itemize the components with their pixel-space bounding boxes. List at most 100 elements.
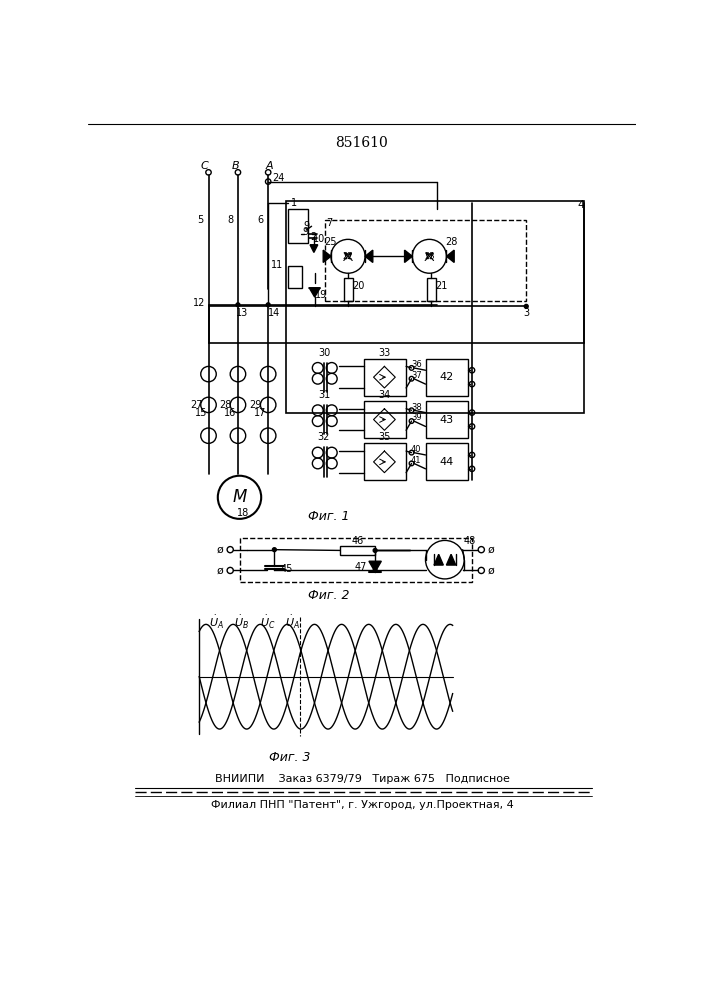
Text: 44: 44: [439, 457, 454, 467]
Text: 5: 5: [198, 215, 204, 225]
Bar: [288, 266, 301, 288]
Text: ВНИИПИ    Заказ 6379/79   Тираж 675   Подписное: ВНИИПИ Заказ 6379/79 Тираж 675 Подписное: [214, 774, 509, 784]
Text: A: A: [266, 161, 274, 171]
Polygon shape: [446, 554, 456, 565]
Bar: [325, 220, 526, 301]
Text: 35: 35: [378, 432, 390, 442]
Text: 22: 22: [343, 252, 354, 261]
Text: 10: 10: [313, 234, 325, 244]
Text: 15: 15: [194, 408, 207, 418]
Text: 9: 9: [304, 221, 310, 231]
Text: 1: 1: [291, 198, 298, 208]
Text: 33: 33: [378, 348, 390, 358]
Text: 48: 48: [464, 536, 476, 546]
Circle shape: [373, 569, 377, 572]
Text: 17: 17: [255, 408, 267, 418]
Text: $\dot{U}_A$: $\dot{U}_A$: [285, 614, 300, 631]
Text: 21: 21: [435, 281, 448, 291]
Text: Фиг. 2: Фиг. 2: [308, 589, 349, 602]
Text: 38: 38: [411, 403, 421, 412]
Bar: [426, 443, 468, 480]
Bar: [344, 278, 354, 301]
Bar: [426, 359, 468, 396]
Polygon shape: [309, 288, 320, 297]
Text: 31: 31: [318, 390, 330, 400]
Text: 34: 34: [378, 390, 390, 400]
Text: 24: 24: [272, 173, 284, 183]
Text: 6: 6: [257, 215, 264, 225]
Bar: [240, 538, 472, 582]
Circle shape: [218, 476, 261, 519]
Bar: [288, 209, 308, 243]
Text: 25: 25: [325, 237, 337, 247]
Text: M: M: [233, 488, 247, 506]
Text: 9: 9: [303, 227, 308, 237]
Text: 11: 11: [271, 260, 284, 270]
Bar: [363, 443, 406, 480]
Text: 27: 27: [189, 400, 202, 410]
Text: 45: 45: [281, 564, 293, 574]
Text: 13: 13: [235, 308, 248, 318]
Text: B: B: [232, 161, 240, 171]
Text: 36: 36: [411, 360, 421, 369]
Circle shape: [373, 549, 377, 552]
Circle shape: [267, 303, 270, 307]
Text: 16: 16: [224, 408, 236, 418]
Circle shape: [236, 303, 240, 307]
Text: Фиг. 1: Фиг. 1: [308, 510, 349, 523]
Text: 18: 18: [238, 508, 250, 518]
Text: 23: 23: [424, 252, 435, 261]
Text: 39: 39: [411, 413, 421, 422]
Text: 7: 7: [327, 218, 332, 228]
Text: 37: 37: [411, 371, 421, 380]
Polygon shape: [323, 250, 331, 262]
Text: ø: ø: [217, 565, 223, 575]
Polygon shape: [365, 250, 373, 262]
Text: 46: 46: [351, 536, 363, 546]
Bar: [286, 201, 585, 413]
Text: ø: ø: [488, 565, 495, 575]
Circle shape: [426, 540, 464, 579]
Bar: [426, 401, 468, 438]
Text: Филиал ПНП "Патент", г. Ужгород, ул.Проектная, 4: Филиал ПНП "Патент", г. Ужгород, ул.Прое…: [211, 800, 513, 810]
Bar: [363, 401, 406, 438]
Text: 43: 43: [439, 415, 453, 425]
Text: 2: 2: [310, 232, 316, 242]
Text: 32: 32: [317, 432, 330, 442]
Polygon shape: [310, 245, 317, 252]
Bar: [427, 278, 436, 301]
Polygon shape: [369, 561, 381, 572]
Text: 14: 14: [268, 308, 281, 318]
Text: 29: 29: [250, 400, 262, 410]
Text: 28: 28: [219, 400, 232, 410]
Text: $\dot{U}_B$: $\dot{U}_B$: [234, 614, 250, 631]
Text: C: C: [201, 161, 209, 171]
Text: 20: 20: [352, 281, 364, 291]
Circle shape: [525, 304, 528, 308]
Text: 28: 28: [445, 237, 457, 247]
Text: 4: 4: [577, 200, 584, 210]
Circle shape: [272, 548, 276, 552]
Text: 3: 3: [523, 308, 530, 318]
Polygon shape: [446, 250, 454, 262]
Text: ø: ø: [488, 545, 495, 555]
Text: 30: 30: [318, 348, 330, 358]
Text: 47: 47: [355, 562, 368, 572]
Circle shape: [331, 239, 365, 273]
Text: 8: 8: [227, 215, 233, 225]
Text: ø: ø: [217, 545, 223, 555]
Text: $\dot{U}_A$: $\dot{U}_A$: [209, 614, 223, 631]
Polygon shape: [404, 250, 412, 262]
Text: 42: 42: [439, 372, 454, 382]
Text: Фиг. 3: Фиг. 3: [269, 751, 310, 764]
Text: 40: 40: [411, 445, 421, 454]
Bar: [363, 359, 406, 396]
Polygon shape: [434, 554, 443, 565]
Circle shape: [412, 239, 446, 273]
Text: 19: 19: [315, 290, 327, 300]
Text: 851610: 851610: [336, 136, 388, 150]
Text: 12: 12: [193, 298, 206, 308]
Bar: [340, 546, 375, 555]
Text: 41: 41: [411, 456, 421, 465]
Text: $\dot{U}_C$: $\dot{U}_C$: [259, 614, 275, 631]
